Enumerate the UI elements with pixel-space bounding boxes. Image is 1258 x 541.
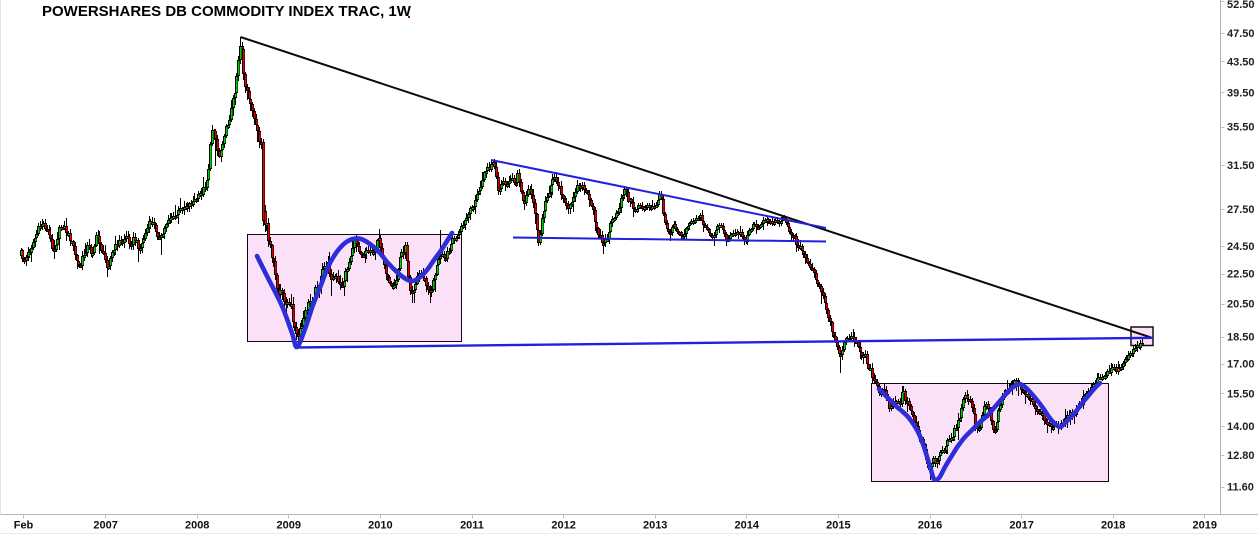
svg-text:18.50: 18.50 <box>1227 332 1255 344</box>
svg-text:15.50: 15.50 <box>1227 388 1255 400</box>
svg-text:20.50: 20.50 <box>1227 298 1255 310</box>
svg-text:2009: 2009 <box>277 520 301 532</box>
svg-text:39.50: 39.50 <box>1227 87 1255 99</box>
svg-text:52.50: 52.50 <box>1227 0 1255 11</box>
svg-text:2008: 2008 <box>185 520 209 532</box>
svg-text:11.60: 11.60 <box>1227 482 1254 494</box>
svg-text:2012: 2012 <box>551 520 575 532</box>
svg-text:2017: 2017 <box>1009 520 1033 532</box>
svg-text:17.00: 17.00 <box>1227 359 1255 371</box>
svg-text:POWERSHARES DB COMMODITY INDEX: POWERSHARES DB COMMODITY INDEX TRAC, 1W <box>42 3 412 20</box>
svg-text:2016: 2016 <box>918 520 942 532</box>
svg-text:27.50: 27.50 <box>1227 204 1255 216</box>
svg-text:12.80: 12.80 <box>1227 450 1255 462</box>
svg-text:43.50: 43.50 <box>1227 56 1255 68</box>
svg-text:2011: 2011 <box>460 520 484 532</box>
svg-text:2007: 2007 <box>93 520 117 532</box>
svg-text:35.50: 35.50 <box>1227 122 1255 134</box>
svg-text:24.50: 24.50 <box>1227 241 1255 253</box>
svg-text:47.50: 47.50 <box>1227 28 1255 40</box>
svg-text:14.00: 14.00 <box>1227 421 1255 433</box>
svg-text:2010: 2010 <box>368 520 392 532</box>
svg-text:22.50: 22.50 <box>1227 269 1255 281</box>
svg-text:2014: 2014 <box>735 520 760 532</box>
svg-text:2013: 2013 <box>643 520 667 532</box>
svg-text:2019: 2019 <box>1193 520 1217 532</box>
svg-text:2018: 2018 <box>1101 520 1125 532</box>
svg-text:Feb: Feb <box>14 520 34 532</box>
svg-text:2015: 2015 <box>826 520 850 532</box>
svg-text:31.50: 31.50 <box>1227 160 1255 172</box>
